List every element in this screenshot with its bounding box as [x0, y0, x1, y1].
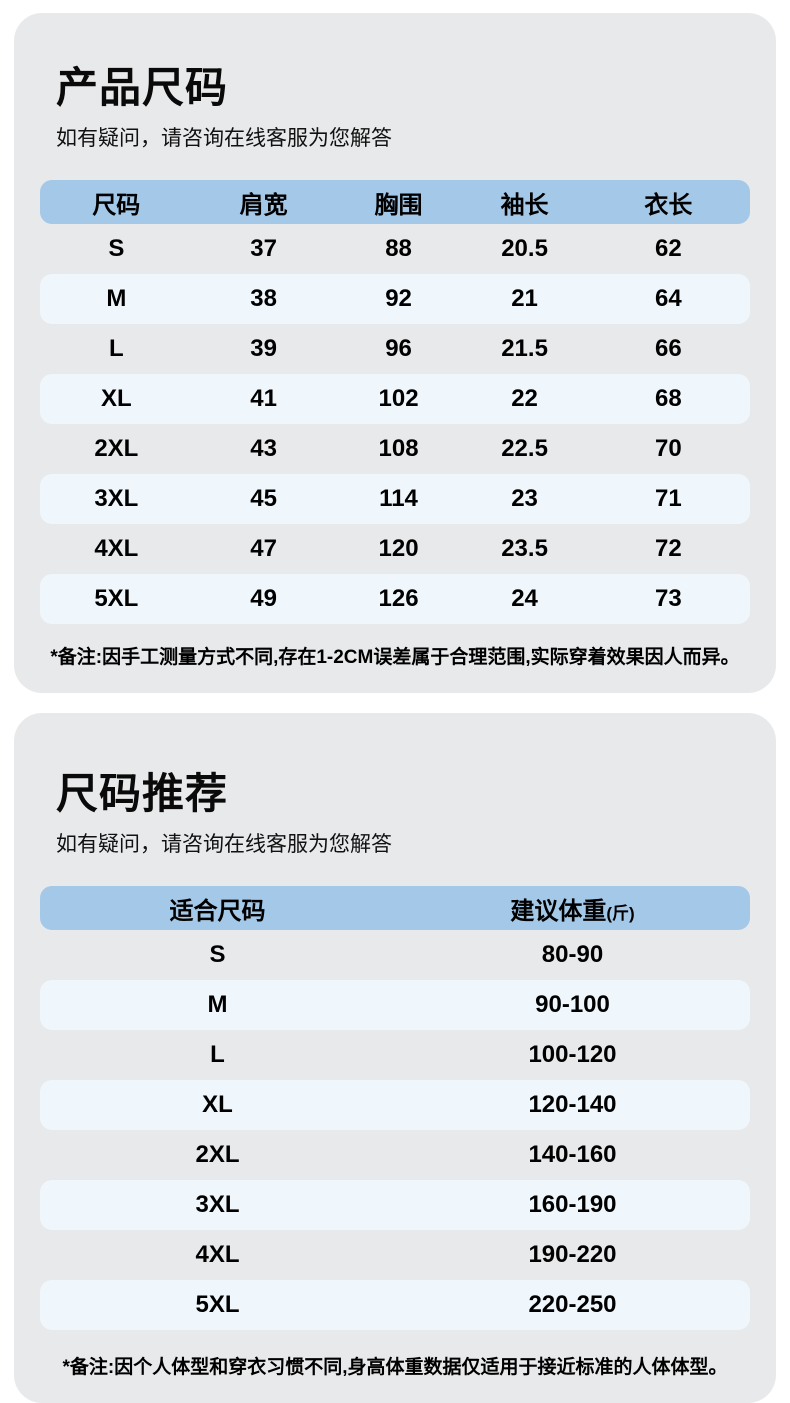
- table-row: L 39 96 21.5 66: [40, 324, 750, 374]
- table-cell: 24: [511, 585, 538, 613]
- table-cell: 70: [654, 435, 682, 463]
- table-cell: XL: [202, 1091, 233, 1119]
- column-header-weight: 建议体重(斤): [395, 891, 750, 926]
- table-cell: 140-160: [528, 1141, 617, 1169]
- column-header-length: 衣长: [644, 191, 693, 219]
- table-cell: 120: [378, 535, 419, 563]
- table-row: S 80-90: [40, 930, 750, 980]
- table-cell: M: [106, 285, 127, 313]
- table-cell: S: [209, 941, 226, 969]
- table-cell: 72: [654, 535, 682, 563]
- table-cell: 22: [511, 385, 538, 413]
- size-recommend-table: 适合尺码 建议体重(斤) S 80-90 M 90-100 L 100-120 XL 120-…: [40, 886, 750, 1331]
- table-cell: 39: [250, 335, 277, 363]
- table-cell: 21.5: [501, 335, 548, 363]
- table-cell: 100-120: [528, 1041, 617, 1069]
- table-cell: 120-140: [528, 1091, 617, 1119]
- column-header-weight-label: 建议体重: [510, 897, 607, 925]
- table-cell: 41: [250, 385, 277, 413]
- table-row: XL 120-140: [40, 1080, 750, 1131]
- size-recommend-note: *备注:因个人体型和穿衣习惯不同,身高体重数据仅适用于接近标准的人体体型。: [62, 1357, 728, 1379]
- table-cell: 43: [250, 435, 277, 463]
- table-cell: 3XL: [94, 485, 139, 513]
- table-cell: XL: [100, 385, 132, 413]
- table-cell: 66: [654, 335, 682, 363]
- table-cell: 47: [250, 535, 277, 563]
- table-row: 4XL 47 120 23.5 72: [40, 524, 750, 574]
- column-header-shoulder: 肩宽: [239, 191, 288, 219]
- table-cell: 80-90: [541, 941, 604, 969]
- size-chart-head: 产品尺码 如有疑问，请咨询在线客服为您解答: [40, 64, 750, 152]
- table-cell: 92: [385, 285, 412, 313]
- size-chart-title: 产品尺码: [56, 64, 229, 111]
- table-row: M 38 92 21 64: [40, 274, 750, 325]
- size-recommend-card: 尺码推荐 如有疑问，请咨询在线客服为您解答 适合尺码 建议体重(斤) S 80-9…: [14, 713, 776, 1403]
- size-recommend-body: S 80-90 M 90-100 L 100-120 XL 120-140 2XL 140-160…: [40, 930, 750, 1331]
- table-cell: 73: [654, 585, 682, 613]
- table-cell: 190-220: [528, 1241, 617, 1269]
- table-row: 5XL 220-250: [40, 1280, 750, 1331]
- size-chart-header-row: 尺码 肩宽 胸围 袖长 衣长: [40, 180, 750, 225]
- table-cell: 37: [250, 235, 277, 263]
- table-cell: 20.5: [501, 235, 548, 263]
- table-cell: 22.5: [501, 435, 548, 463]
- table-cell: 62: [654, 235, 682, 263]
- size-recommend-title: 尺码推荐: [56, 770, 229, 818]
- table-cell: 38: [250, 285, 277, 313]
- table-row: 3XL 160-190: [40, 1180, 750, 1231]
- page: 产品尺码 如有疑问，请咨询在线客服为您解答 尺码 肩宽 胸围 袖长 衣长 S 37…: [0, 13, 790, 1403]
- size-chart-table: 尺码 肩宽 胸围 袖长 衣长 S 37 88 20.5 62 M 38 92 21 64 L 39 96…: [40, 180, 750, 625]
- table-cell: 5XL: [195, 1291, 240, 1319]
- table-cell: L: [210, 1041, 225, 1069]
- column-header-weight-unit: (斤): [606, 903, 635, 923]
- table-row: XL 41 102 22 68: [40, 374, 750, 425]
- size-chart-body: S 37 88 20.5 62 M 38 92 21 64 L 39 96 21.5 66 XL 41 102 22…: [40, 224, 750, 625]
- table-cell: 88: [385, 235, 412, 263]
- table-cell: 114: [379, 485, 418, 513]
- table-cell: 108: [378, 435, 419, 463]
- table-cell: 90-100: [535, 991, 610, 1019]
- table-cell: 68: [654, 385, 682, 413]
- table-cell: 23: [511, 485, 538, 513]
- table-cell: 64: [654, 285, 682, 313]
- table-cell: 5XL: [94, 585, 139, 613]
- size-chart-note: *备注:因手工测量方式不同,存在1-2CM误差属于合理范围,实际穿着效果因人而异…: [50, 647, 740, 669]
- table-cell: 96: [385, 335, 412, 363]
- table-cell: S: [108, 235, 125, 263]
- size-recommend-head: 尺码推荐 如有疑问，请咨询在线客服为您解答: [40, 770, 750, 858]
- table-row: 3XL 45 114 23 71: [40, 474, 750, 525]
- table-row: L 100-120: [40, 1030, 750, 1080]
- size-chart-subtitle: 如有疑问，请咨询在线客服为您解答: [56, 126, 392, 151]
- table-cell: 71: [654, 485, 682, 513]
- column-header-sleeve: 袖长: [500, 191, 549, 219]
- table-row: 2XL 43 108 22.5 70: [40, 424, 750, 474]
- size-recommend-subtitle: 如有疑问，请咨询在线客服为您解答: [56, 832, 392, 857]
- table-row: 4XL 190-220: [40, 1230, 750, 1280]
- table-cell: 2XL: [195, 1141, 240, 1169]
- table-row: 5XL 49 126 24 73: [40, 574, 750, 625]
- table-cell: 220-250: [528, 1291, 617, 1319]
- table-cell: 2XL: [94, 435, 139, 463]
- table-cell: 4XL: [94, 535, 139, 563]
- table-cell: M: [207, 991, 228, 1019]
- table-cell: 102: [378, 385, 419, 413]
- table-cell: 4XL: [195, 1241, 240, 1269]
- table-row: 2XL 140-160: [40, 1130, 750, 1180]
- table-cell: 21: [511, 285, 538, 313]
- table-cell: 23.5: [501, 535, 548, 563]
- column-header-fit-size: 适合尺码: [169, 897, 266, 925]
- table-cell: 160-190: [528, 1191, 617, 1219]
- size-recommend-header-row: 适合尺码 建议体重(斤): [40, 886, 750, 931]
- table-cell: 49: [250, 585, 277, 613]
- table-cell: L: [108, 335, 124, 363]
- table-row: M 90-100: [40, 980, 750, 1031]
- column-header-chest: 胸围: [374, 191, 423, 219]
- size-chart-card: 产品尺码 如有疑问，请咨询在线客服为您解答 尺码 肩宽 胸围 袖长 衣长 S 37…: [14, 13, 776, 694]
- table-row: S 37 88 20.5 62: [40, 224, 750, 274]
- table-cell: 126: [378, 585, 419, 613]
- column-header-size: 尺码: [92, 191, 141, 219]
- table-cell: 45: [250, 485, 277, 513]
- table-cell: 3XL: [195, 1191, 240, 1219]
